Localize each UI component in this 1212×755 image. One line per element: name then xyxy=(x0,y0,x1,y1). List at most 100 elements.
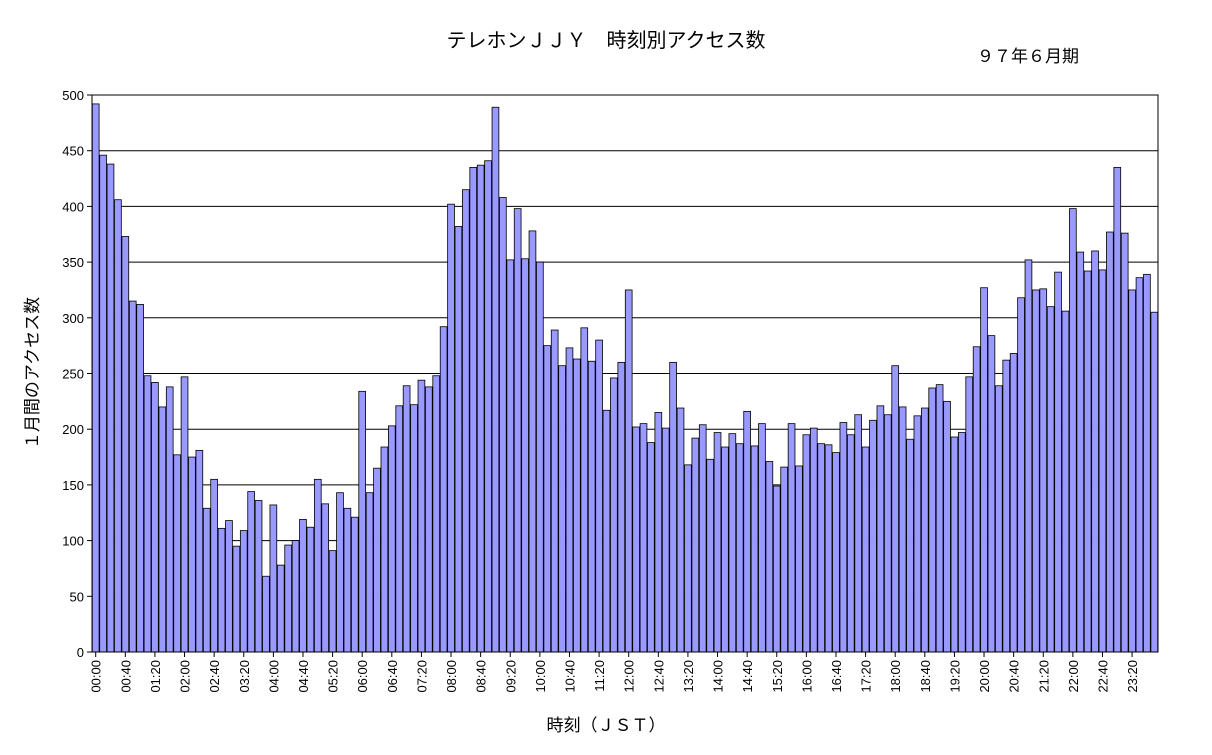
bar xyxy=(306,526,315,653)
bar xyxy=(239,530,248,653)
bar xyxy=(839,422,848,653)
x-tick-label: 22:00 xyxy=(1066,660,1081,693)
bar xyxy=(1039,288,1048,653)
x-tick-label: 02:40 xyxy=(207,660,222,693)
y-tick-label: 300 xyxy=(62,311,84,326)
bar xyxy=(832,452,840,653)
y-tick-label: 0 xyxy=(77,645,84,660)
bar xyxy=(232,545,241,653)
bar xyxy=(972,346,981,653)
bar xyxy=(995,385,1003,653)
bar xyxy=(447,203,455,653)
bar xyxy=(558,365,566,653)
y-axis-title: １月間のアクセス数 xyxy=(23,297,43,449)
x-tick-label: 19:20 xyxy=(947,660,962,693)
x-tick-label: 09:20 xyxy=(503,660,518,693)
bar xyxy=(476,164,485,653)
x-tick-label: 11:20 xyxy=(592,660,607,692)
bar xyxy=(684,464,692,653)
bar xyxy=(513,208,522,653)
bar xyxy=(772,485,781,653)
y-axis-ticks: 0 50 100 150 200 250 300 350 400 450 500 xyxy=(62,88,92,660)
bar xyxy=(958,432,966,653)
bar xyxy=(898,406,907,653)
bar xyxy=(869,419,877,653)
bar xyxy=(395,405,404,653)
bar xyxy=(617,361,626,653)
bar xyxy=(632,426,640,653)
bar xyxy=(876,405,885,653)
bar xyxy=(639,423,648,653)
bar xyxy=(1128,289,1136,653)
bar xyxy=(1150,311,1159,653)
x-tick-label: 12:40 xyxy=(651,660,666,693)
bar xyxy=(143,375,152,653)
x-tick-label: 06:00 xyxy=(355,660,370,693)
bar xyxy=(1061,310,1070,653)
x-tick-label: 18:00 xyxy=(888,660,903,693)
bar xyxy=(454,226,463,653)
y-tick-label: 200 xyxy=(62,422,84,437)
bar xyxy=(299,519,307,653)
x-tick-label: 06:40 xyxy=(385,660,400,693)
x-tick-label: 18:40 xyxy=(918,660,933,693)
bar xyxy=(536,261,544,653)
bar xyxy=(750,445,759,653)
bar xyxy=(469,167,478,653)
x-tick-label: 13:20 xyxy=(681,660,696,693)
bar xyxy=(402,385,411,653)
bar xyxy=(735,443,744,653)
bar xyxy=(1083,270,1092,653)
bar xyxy=(151,382,159,653)
bar xyxy=(610,377,618,653)
bar xyxy=(565,347,574,653)
bar xyxy=(1120,232,1129,653)
bar xyxy=(950,436,959,653)
bar xyxy=(602,409,611,653)
bar xyxy=(935,384,944,653)
bar xyxy=(846,434,855,653)
x-tick-label: 04:00 xyxy=(266,660,281,693)
bar xyxy=(624,289,633,653)
y-tick-label: 350 xyxy=(62,255,84,270)
bar xyxy=(417,379,426,653)
y-tick-label: 500 xyxy=(62,88,84,103)
x-tick-label: 14:00 xyxy=(711,660,726,693)
chart-subtitle: ９７年６月期 xyxy=(977,47,1079,67)
x-tick-label: 20:00 xyxy=(977,660,992,693)
bar xyxy=(328,550,337,653)
bar xyxy=(713,432,722,653)
bar xyxy=(284,544,292,653)
bar xyxy=(891,365,900,653)
bar xyxy=(1069,208,1077,653)
bar xyxy=(358,390,367,653)
bar xyxy=(388,425,396,653)
x-tick-label: 07:20 xyxy=(414,660,429,693)
x-tick-label: 00:00 xyxy=(89,660,104,693)
bar xyxy=(595,339,603,653)
x-tick-label: 00:40 xyxy=(118,660,133,693)
bar xyxy=(173,454,181,653)
bar xyxy=(1032,289,1040,653)
bar xyxy=(506,259,515,653)
bar xyxy=(1024,259,1033,653)
bar xyxy=(721,446,729,653)
bar xyxy=(121,236,130,653)
bar xyxy=(861,446,870,653)
bar xyxy=(550,329,559,653)
bar xyxy=(99,154,107,653)
bar xyxy=(202,507,211,653)
x-axis-title: 時刻（ＪＳＴ） xyxy=(547,716,666,736)
bar xyxy=(425,386,433,653)
x-tick-label: 12:00 xyxy=(622,660,637,693)
bar xyxy=(499,197,507,653)
bar xyxy=(262,575,270,653)
bar xyxy=(787,423,796,653)
bar xyxy=(676,407,685,653)
x-tick-label: 16:40 xyxy=(829,660,844,693)
x-tick-label: 08:00 xyxy=(444,660,459,693)
bar xyxy=(180,376,189,653)
bar xyxy=(647,442,655,653)
x-tick-label: 16:00 xyxy=(799,660,814,693)
